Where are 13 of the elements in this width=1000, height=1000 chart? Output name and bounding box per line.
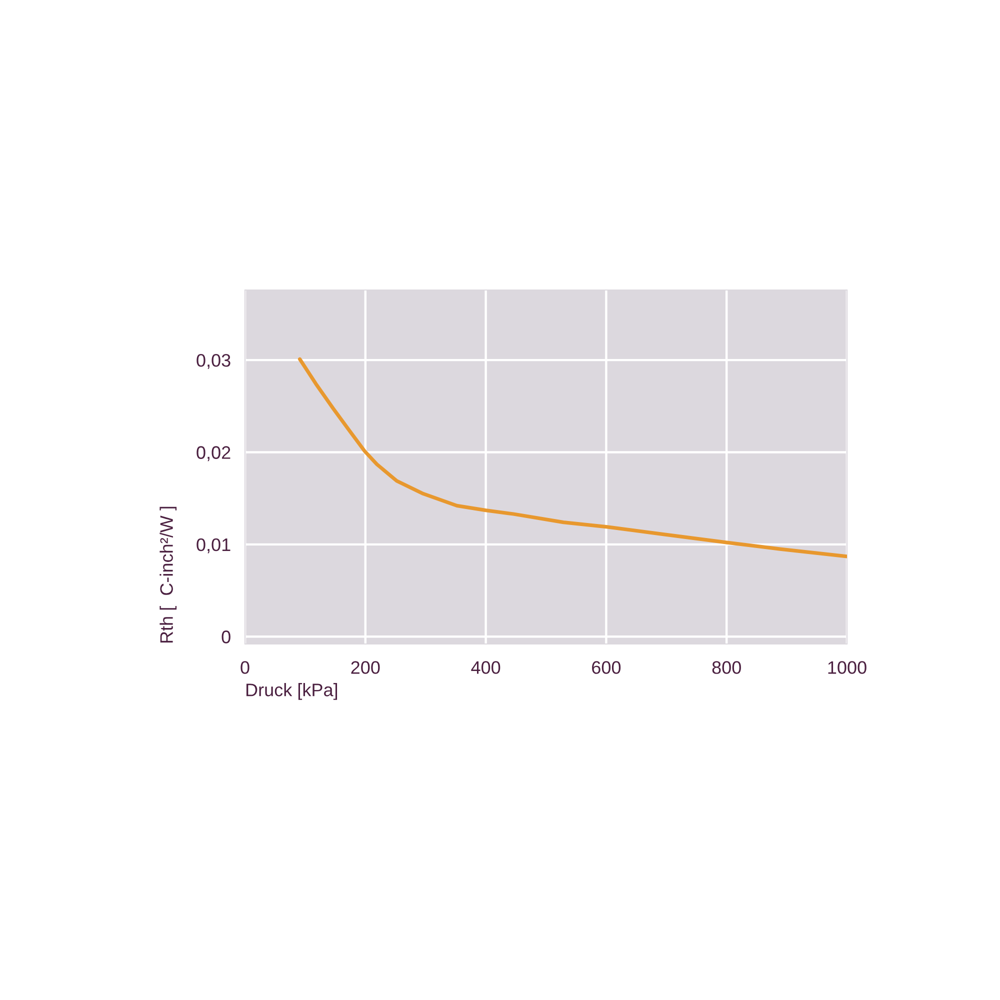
y-tick-label: 0,02 [196,446,230,462]
x-tick-label: 800 [712,661,741,674]
x-tick-label: 400 [471,661,500,674]
x-tick-label: 200 [351,661,380,674]
x-axis-title: Druck [kPa] [246,683,338,700]
x-tick-label: 0 [240,661,250,674]
y-tick-label: 0,03 [196,354,230,369]
y-tick-label: 0 [222,630,230,644]
line-series [298,357,847,558]
x-tick-label: 600 [592,661,621,674]
y-tick-label: 0,01 [196,538,230,554]
x-tick-label: 1000 [828,661,866,674]
y-axis-title: Rth [ C-inch²/W ] [160,506,177,643]
